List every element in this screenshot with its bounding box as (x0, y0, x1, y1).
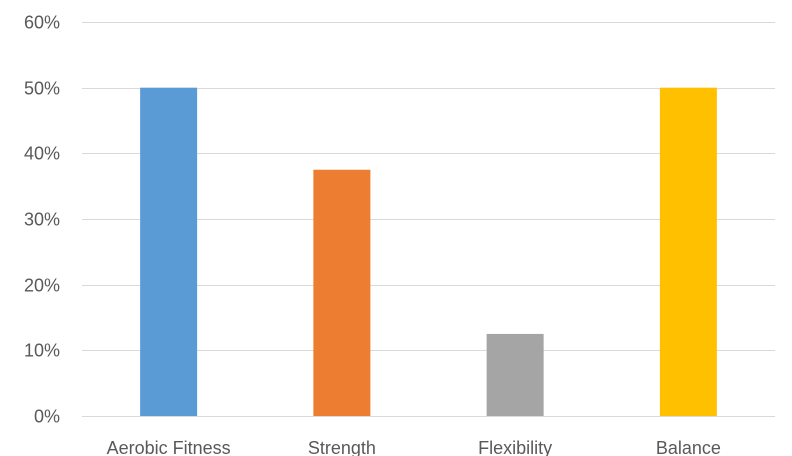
bars (140, 87, 717, 417)
y-tick-label: 40% (24, 144, 60, 164)
gridlines (82, 22, 775, 351)
bar-balance (659, 87, 717, 417)
y-tick-label: 20% (24, 276, 60, 296)
y-tick-label: 0% (34, 407, 60, 427)
bar-flexibility (486, 333, 544, 416)
y-tick-label: 50% (24, 79, 60, 99)
bar-strength (313, 169, 371, 416)
y-tick-label: 10% (24, 341, 60, 361)
bar-aerobic-fitness (140, 87, 198, 417)
x-category-label: Balance (656, 438, 721, 456)
x-category-label: Aerobic Fitness (107, 438, 231, 456)
y-axis-tick-labels: 0% 10% 20% 30% 40% 50% 60% (24, 13, 60, 427)
y-tick-label: 30% (24, 210, 60, 230)
x-category-label: Strength (308, 438, 376, 456)
y-tick-label: 60% (24, 13, 60, 33)
x-category-label: Flexibility (478, 438, 552, 456)
x-axis-category-labels: Aerobic Fitness Strength Flexibility Balanc… (107, 438, 721, 456)
